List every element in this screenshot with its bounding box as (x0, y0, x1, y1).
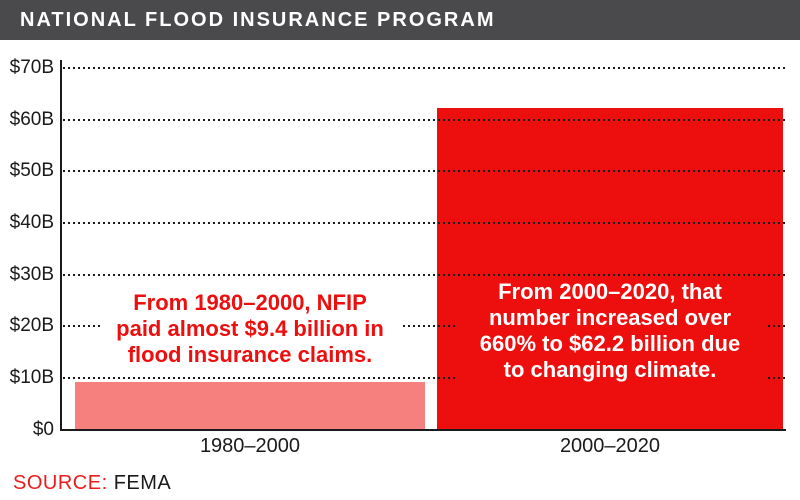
y-tick-50b: $50B (9, 160, 54, 181)
bar-1980-2000 (75, 382, 425, 429)
x-label-2000-2020: 2000–2020 (559, 435, 661, 457)
gridline-70b (63, 67, 785, 69)
annotation-line: to changing climate. (503, 357, 717, 382)
annotation-line: number increased over (488, 305, 732, 330)
page-title: NATIONAL FLOOD INSURANCE PROGRAM (20, 8, 496, 31)
annotation-2000-2020: From 2000–2020, that number increased ov… (455, 279, 765, 383)
y-tick-0: $0 (32, 419, 54, 440)
y-axis (60, 60, 62, 431)
x-label-1980-2000: 1980–2000 (199, 435, 301, 457)
annotation-line: flood insurance claims. (127, 342, 373, 367)
annotation-1980-2000: From 1980–2000, NFIP paid almost $9.4 bi… (100, 290, 400, 368)
gridline-40b (63, 222, 785, 224)
y-tick-40b: $40B (9, 212, 54, 233)
y-tick-30b: $30B (9, 264, 54, 285)
y-tick-10b: $10B (9, 367, 54, 388)
y-tick-60b: $60B (9, 109, 54, 130)
annotation-line: paid almost $9.4 billion in (116, 316, 384, 341)
source-label: SOURCE: (13, 472, 108, 494)
annotation-line: From 2000–2020, that (498, 279, 722, 304)
gridline-50b (63, 170, 785, 172)
header-bar: NATIONAL FLOOD INSURANCE PROGRAM (0, 0, 800, 40)
source-value: FEMA (113, 472, 172, 494)
source-line: SOURCE: FEMA (13, 472, 171, 495)
y-tick-20b: $20B (9, 315, 54, 336)
gridline-30b (63, 274, 785, 276)
gridline-10b (63, 377, 785, 379)
gridline-60b (63, 119, 785, 121)
x-axis (60, 429, 786, 431)
gridline-20b (63, 325, 785, 327)
annotation-line: 660% to $62.2 billion due (479, 331, 741, 356)
y-tick-70b: $70B (9, 57, 54, 78)
annotation-line: From 1980–2000, NFIP (133, 290, 367, 315)
